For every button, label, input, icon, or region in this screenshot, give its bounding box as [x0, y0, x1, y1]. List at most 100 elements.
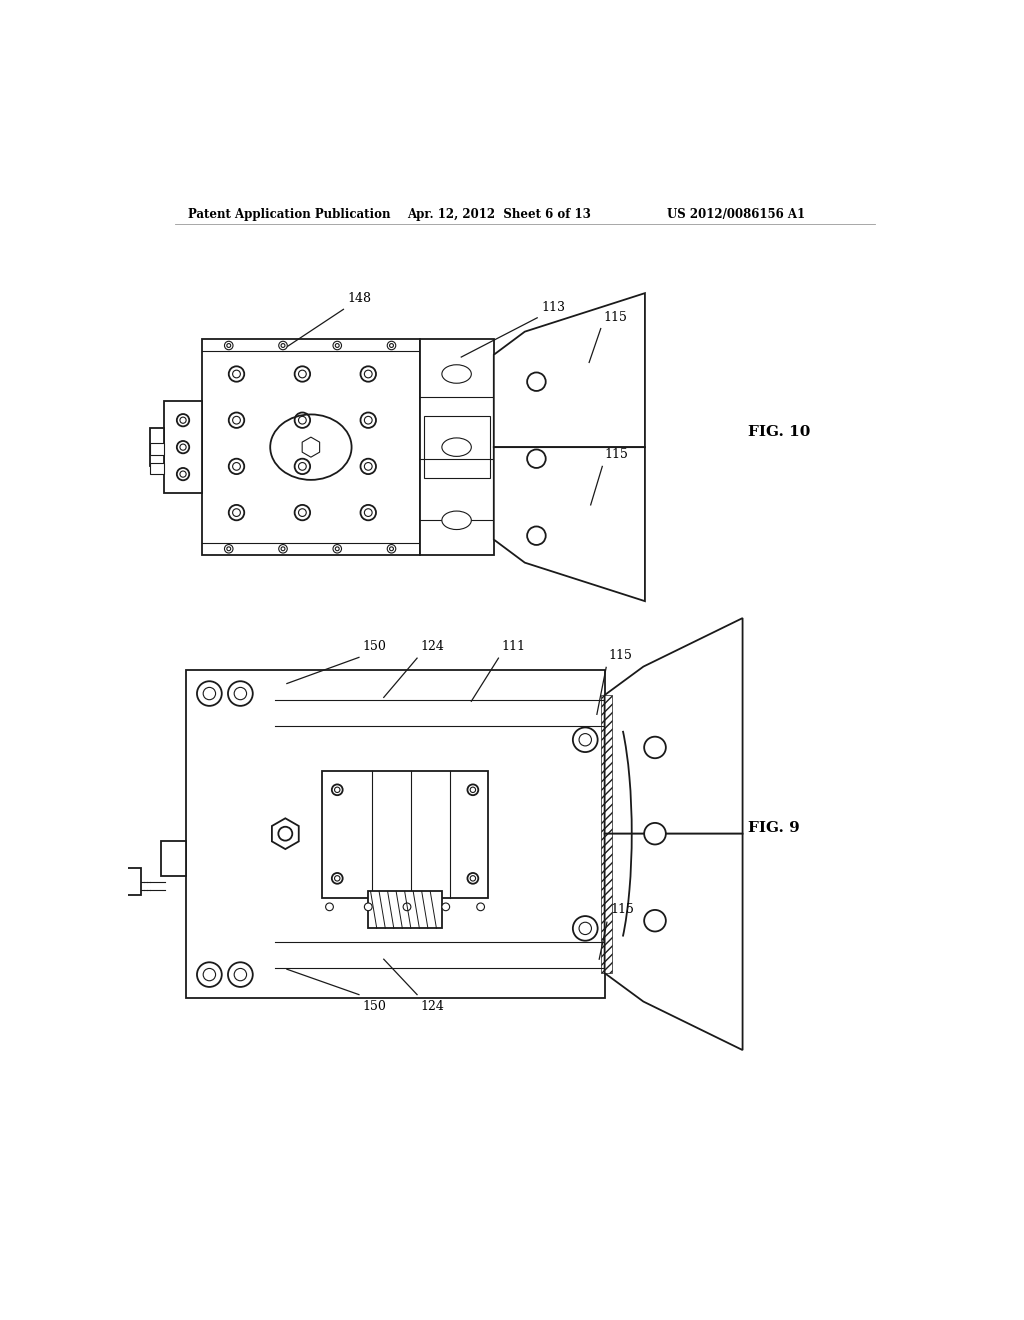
Text: 115: 115: [603, 312, 627, 323]
Circle shape: [365, 462, 372, 470]
Circle shape: [365, 903, 372, 911]
Circle shape: [467, 873, 478, 884]
Circle shape: [644, 822, 666, 845]
Circle shape: [281, 546, 285, 550]
Bar: [322, 771, 488, 898]
Ellipse shape: [442, 511, 471, 529]
Polygon shape: [494, 293, 645, 447]
Circle shape: [232, 508, 241, 516]
Circle shape: [197, 681, 222, 706]
Bar: [151, 462, 165, 474]
Circle shape: [197, 962, 222, 987]
Circle shape: [389, 343, 393, 347]
Circle shape: [470, 875, 475, 880]
Circle shape: [228, 681, 253, 706]
Bar: [202, 339, 420, 554]
Circle shape: [389, 546, 393, 550]
Circle shape: [299, 462, 306, 470]
Circle shape: [299, 416, 306, 424]
Circle shape: [365, 416, 372, 424]
Bar: [424, 416, 489, 478]
Text: 124: 124: [420, 1001, 444, 1012]
Circle shape: [387, 342, 395, 350]
Bar: [369, 891, 442, 928]
Text: Apr. 12, 2012  Sheet 6 of 13: Apr. 12, 2012 Sheet 6 of 13: [407, 209, 591, 222]
Circle shape: [226, 343, 230, 347]
Text: FIG. 10: FIG. 10: [748, 425, 810, 438]
Bar: [127, 869, 141, 895]
Polygon shape: [604, 618, 742, 834]
Circle shape: [224, 545, 233, 553]
Circle shape: [335, 343, 339, 347]
Circle shape: [579, 923, 592, 935]
Bar: [186, 671, 604, 998]
Circle shape: [203, 969, 216, 981]
Circle shape: [226, 546, 230, 550]
Circle shape: [387, 545, 395, 553]
Circle shape: [360, 506, 376, 520]
Circle shape: [228, 459, 245, 474]
Circle shape: [326, 903, 334, 911]
Text: US 2012/0086156 A1: US 2012/0086156 A1: [667, 209, 805, 222]
Circle shape: [527, 449, 546, 469]
Bar: [165, 401, 202, 494]
Text: 111: 111: [502, 640, 525, 653]
Text: 124: 124: [420, 640, 444, 653]
Circle shape: [467, 784, 478, 795]
Text: 150: 150: [362, 1001, 386, 1012]
Circle shape: [180, 417, 186, 424]
Text: 115: 115: [608, 649, 633, 663]
Circle shape: [295, 412, 310, 428]
Text: 115: 115: [604, 447, 629, 461]
Circle shape: [470, 787, 475, 792]
Ellipse shape: [442, 438, 471, 457]
Circle shape: [477, 903, 484, 911]
Circle shape: [295, 459, 310, 474]
Circle shape: [572, 727, 598, 752]
Polygon shape: [604, 834, 742, 1051]
Circle shape: [365, 370, 372, 378]
Circle shape: [228, 412, 245, 428]
Circle shape: [232, 416, 241, 424]
Circle shape: [295, 366, 310, 381]
Circle shape: [360, 459, 376, 474]
Circle shape: [527, 372, 546, 391]
Circle shape: [180, 444, 186, 450]
Circle shape: [232, 370, 241, 378]
Circle shape: [295, 506, 310, 520]
Circle shape: [228, 506, 245, 520]
Circle shape: [177, 414, 189, 426]
Text: FIG. 9: FIG. 9: [748, 821, 800, 836]
Text: 150: 150: [362, 640, 386, 653]
Circle shape: [335, 875, 340, 880]
Circle shape: [335, 546, 339, 550]
Circle shape: [279, 826, 292, 841]
Bar: [420, 339, 494, 554]
Circle shape: [335, 787, 340, 792]
Circle shape: [333, 545, 342, 553]
Circle shape: [365, 508, 372, 516]
Circle shape: [442, 903, 450, 911]
Polygon shape: [272, 818, 299, 849]
Bar: [151, 444, 165, 455]
Circle shape: [232, 462, 241, 470]
Text: Patent Application Publication: Patent Application Publication: [188, 209, 391, 222]
Polygon shape: [302, 437, 319, 457]
Circle shape: [579, 734, 592, 746]
Text: 115: 115: [610, 903, 634, 916]
Bar: [601, 696, 611, 973]
Ellipse shape: [442, 364, 471, 383]
Text: 148: 148: [347, 293, 372, 305]
Circle shape: [177, 441, 189, 453]
Circle shape: [180, 471, 186, 478]
Bar: [162, 841, 186, 876]
Circle shape: [203, 688, 216, 700]
Circle shape: [279, 342, 288, 350]
Circle shape: [572, 916, 598, 941]
Circle shape: [228, 366, 245, 381]
Circle shape: [234, 688, 247, 700]
Circle shape: [644, 909, 666, 932]
Circle shape: [332, 873, 343, 884]
Circle shape: [333, 342, 342, 350]
Circle shape: [234, 969, 247, 981]
